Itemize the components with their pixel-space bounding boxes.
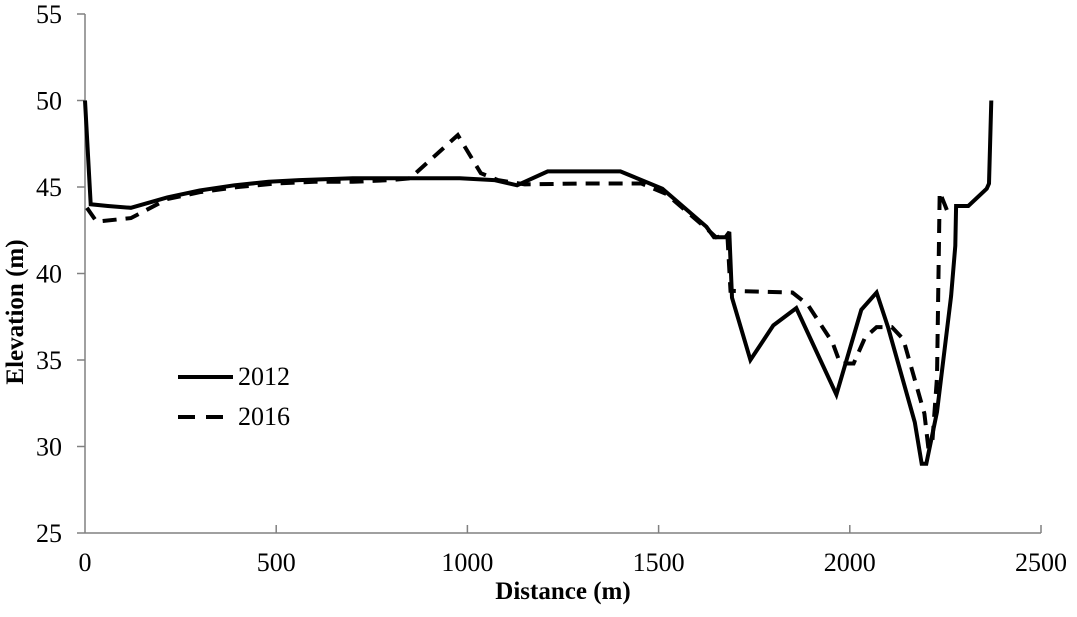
- x-tick-label: 2000: [824, 548, 876, 577]
- dashed-line-swatch-icon: [178, 415, 224, 419]
- y-tick-label: 50: [36, 87, 62, 116]
- legend: 2012 2016: [178, 357, 290, 437]
- legend-item-2012: 2012: [178, 357, 290, 397]
- y-tick-label: 40: [36, 260, 62, 289]
- x-tick-label: 2500: [1015, 548, 1067, 577]
- series-line-2016: [85, 131, 952, 449]
- legend-label-2016: 2016: [238, 402, 290, 431]
- legend-swatch-box: [178, 415, 238, 419]
- y-axis-title: Elevation (m): [2, 239, 29, 385]
- legend-item-2016: 2016: [178, 397, 290, 437]
- y-tick-label: 55: [36, 0, 62, 29]
- x-axis-title: Distance (m): [495, 578, 631, 605]
- y-tick-label: 25: [36, 519, 62, 548]
- series-line-2012: [83, 100, 994, 466]
- x-tick-label: 1500: [633, 548, 685, 577]
- y-tick-label: 35: [36, 346, 62, 375]
- x-tick-label: 1000: [441, 548, 493, 577]
- x-tick-label: 0: [79, 548, 92, 577]
- legend-swatch-box: [178, 375, 238, 379]
- x-tick-label: 500: [257, 548, 296, 577]
- y-tick-label: 45: [36, 173, 62, 202]
- y-tick-label: 30: [36, 433, 62, 462]
- legend-label-2012: 2012: [238, 362, 290, 391]
- solid-line-swatch-icon: [178, 375, 233, 379]
